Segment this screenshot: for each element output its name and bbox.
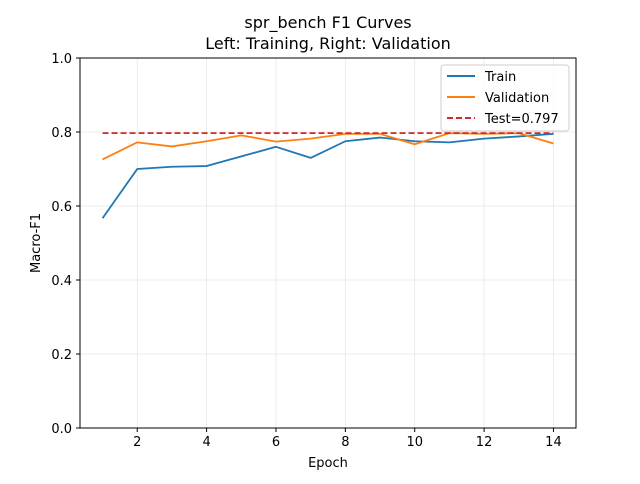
chart-title: spr_bench F1 Curves bbox=[244, 13, 411, 33]
series-line-validation bbox=[102, 132, 554, 161]
legend: Train Validation Test=0.797 bbox=[440, 64, 570, 132]
x-tick-label: 4 bbox=[202, 435, 210, 450]
y-tick-label: 0.4 bbox=[51, 274, 72, 289]
chart-subtitle: Left: Training, Right: Validation bbox=[205, 34, 451, 53]
x-tick-label: 14 bbox=[545, 435, 562, 450]
x-tick-label: 12 bbox=[476, 435, 493, 450]
series-line-train bbox=[101, 132, 554, 219]
y-tick-label: 0.6 bbox=[51, 200, 72, 215]
y-tick-label: 0.8 bbox=[51, 126, 72, 141]
legend-label: Validation bbox=[485, 91, 549, 106]
series-lines bbox=[101, 132, 554, 219]
x-tick-label: 8 bbox=[341, 435, 349, 450]
x-tick-label: 2 bbox=[133, 435, 141, 450]
axis-ticks: 2 4 6 8 10 12 14 0.0 0.2 0.4 0.6 0.8 1.0 bbox=[51, 52, 561, 450]
plot-area-frame bbox=[79, 57, 577, 429]
y-tick-label: 1.0 bbox=[51, 52, 72, 67]
x-tick-label: 6 bbox=[272, 435, 280, 450]
legend-label: Test=0.797 bbox=[484, 112, 559, 127]
y-axis-label: Macro-F1 bbox=[29, 213, 44, 273]
y-tick-label: 0.0 bbox=[51, 422, 72, 437]
x-tick-label: 10 bbox=[406, 435, 423, 450]
legend-label: Train bbox=[484, 70, 516, 85]
legend-box bbox=[440, 64, 570, 132]
y-tick-label: 0.2 bbox=[51, 348, 72, 363]
x-axis-label: Epoch bbox=[308, 456, 348, 471]
